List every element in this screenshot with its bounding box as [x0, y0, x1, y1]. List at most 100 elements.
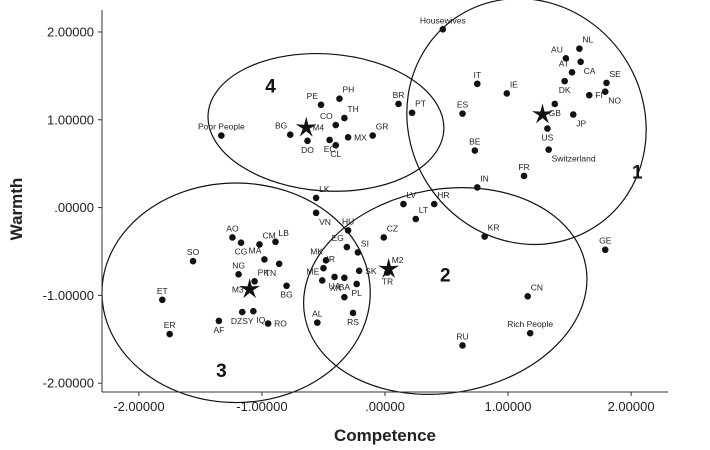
- point-label-7: FI: [595, 90, 603, 100]
- point-label-72: AL: [312, 309, 323, 319]
- data-point-52: [349, 309, 357, 317]
- point-label-13: JP: [576, 119, 586, 129]
- point-label-43: SI: [361, 238, 369, 248]
- point-label-1: NL: [582, 35, 593, 45]
- point-label-59: LB: [278, 228, 289, 238]
- y-axis-title: Warmth: [7, 178, 26, 241]
- data-point-11: [459, 110, 466, 117]
- point-label-16: Switzerland: [552, 154, 596, 164]
- data-point-69: [238, 308, 246, 316]
- data-point-8: [601, 88, 609, 95]
- point-label-33: Poor People: [198, 122, 245, 132]
- data-point-6: [561, 77, 568, 85]
- cluster-label-3: 3: [216, 361, 227, 382]
- data-point-40: [380, 234, 388, 241]
- point-label-27: DO: [301, 145, 314, 155]
- data-point-20: [336, 95, 343, 102]
- data-point-71: [215, 317, 223, 325]
- point-label-26: MX: [354, 132, 367, 142]
- point-label-75: ER: [164, 320, 176, 330]
- point-label-40: CZ: [387, 223, 398, 233]
- data-point-29: [332, 141, 340, 149]
- point-label-5: SE: [609, 69, 621, 79]
- data-point-51: [341, 293, 348, 301]
- point-label-53: CN: [531, 282, 543, 292]
- point-label-73: SO: [187, 247, 200, 257]
- point-label-8: NO: [608, 96, 621, 106]
- cluster-label-2: 2: [440, 265, 451, 286]
- cluster-ellipses: 1 2 3 4: [101, 0, 647, 404]
- data-point-27: [304, 137, 311, 145]
- point-label-38: LT: [419, 205, 428, 215]
- point-label-57: CG: [235, 247, 248, 257]
- y-tick-label-3: -1.00000: [43, 288, 94, 303]
- cluster-ellipse-4: [207, 52, 445, 192]
- y-tick-label-1: 1.00000: [47, 112, 94, 127]
- point-label-71: AF: [213, 325, 224, 335]
- data-point-70: [264, 320, 272, 327]
- data-point-1: [576, 45, 583, 52]
- data-point-0: [439, 26, 447, 33]
- point-label-31: BR: [393, 90, 405, 100]
- point-label-23: CO: [320, 111, 333, 121]
- data-point-73: [189, 257, 197, 265]
- x-tick-label-0: -2.00000: [113, 399, 164, 414]
- point-label-34: LK: [319, 184, 330, 194]
- data-point-26: [344, 134, 352, 141]
- point-label-49: BA: [339, 282, 351, 292]
- point-label-18: IN: [480, 173, 489, 183]
- data-point-16: [545, 146, 552, 153]
- point-label-42: EG: [332, 233, 344, 243]
- data-point-66: [318, 277, 326, 284]
- data-point-23: [332, 121, 340, 129]
- data-point-24: [286, 131, 294, 138]
- point-label-63: NG: [232, 260, 245, 270]
- x-tick-label-2: .00000: [365, 399, 405, 414]
- point-label-44: MK: [310, 246, 323, 256]
- point-label-51: XK: [330, 283, 342, 293]
- point-label-24: BG: [275, 121, 287, 131]
- point-label-0: Housewives: [420, 15, 466, 25]
- data-point-19: [601, 246, 609, 254]
- data-point-10: [503, 90, 511, 97]
- point-label-55: RU: [456, 331, 468, 341]
- data-point-5: [603, 79, 610, 87]
- point-label-21: PE: [307, 91, 319, 101]
- point-label-56: AO: [226, 223, 239, 233]
- point-label-35: VN: [319, 217, 331, 227]
- point-label-36: LV: [406, 190, 416, 200]
- point-label-68: IQ: [256, 315, 265, 325]
- data-point-64: [251, 278, 258, 285]
- point-label-17: FR: [518, 162, 529, 172]
- data-point-49: [341, 274, 348, 282]
- data-point-42: [343, 243, 351, 251]
- data-point-31: [395, 100, 402, 108]
- point-label-60: MA: [249, 245, 262, 255]
- axes: -2.00000 -1.00000.00000 1.00000 2.00000 2.0…: [43, 10, 668, 414]
- point-label-46: SK: [365, 266, 377, 276]
- data-point-41: [481, 233, 488, 240]
- point-label-15: BE: [469, 137, 481, 147]
- y-tick-label-4: -2.00000: [43, 376, 94, 391]
- x-tick-label-3: 1.00000: [485, 399, 532, 414]
- point-label-70: RO: [274, 319, 287, 329]
- data-point-68: [250, 307, 257, 315]
- point-label-22: TH: [347, 104, 358, 114]
- data-point-61: [275, 260, 283, 268]
- cluster-label-4: 4: [265, 77, 276, 98]
- point-label-20: PH: [342, 85, 354, 95]
- centroid-star-m3: [239, 278, 261, 299]
- data-point-18: [473, 184, 481, 191]
- x-tick-label-1: -1.00000: [236, 399, 287, 414]
- data-point-72: [314, 319, 321, 326]
- data-point-36: [400, 200, 407, 208]
- centroid-star-m2: [378, 258, 400, 278]
- centroid-star-m4: [295, 116, 317, 137]
- point-label-4: AT: [559, 58, 569, 68]
- point-label-25: M4: [312, 123, 324, 133]
- data-point-7: [585, 91, 593, 99]
- point-label-64: PK: [258, 267, 270, 277]
- data-point-13: [569, 111, 577, 118]
- point-label-10: IE: [510, 79, 518, 89]
- point-label-9: IT: [474, 70, 482, 80]
